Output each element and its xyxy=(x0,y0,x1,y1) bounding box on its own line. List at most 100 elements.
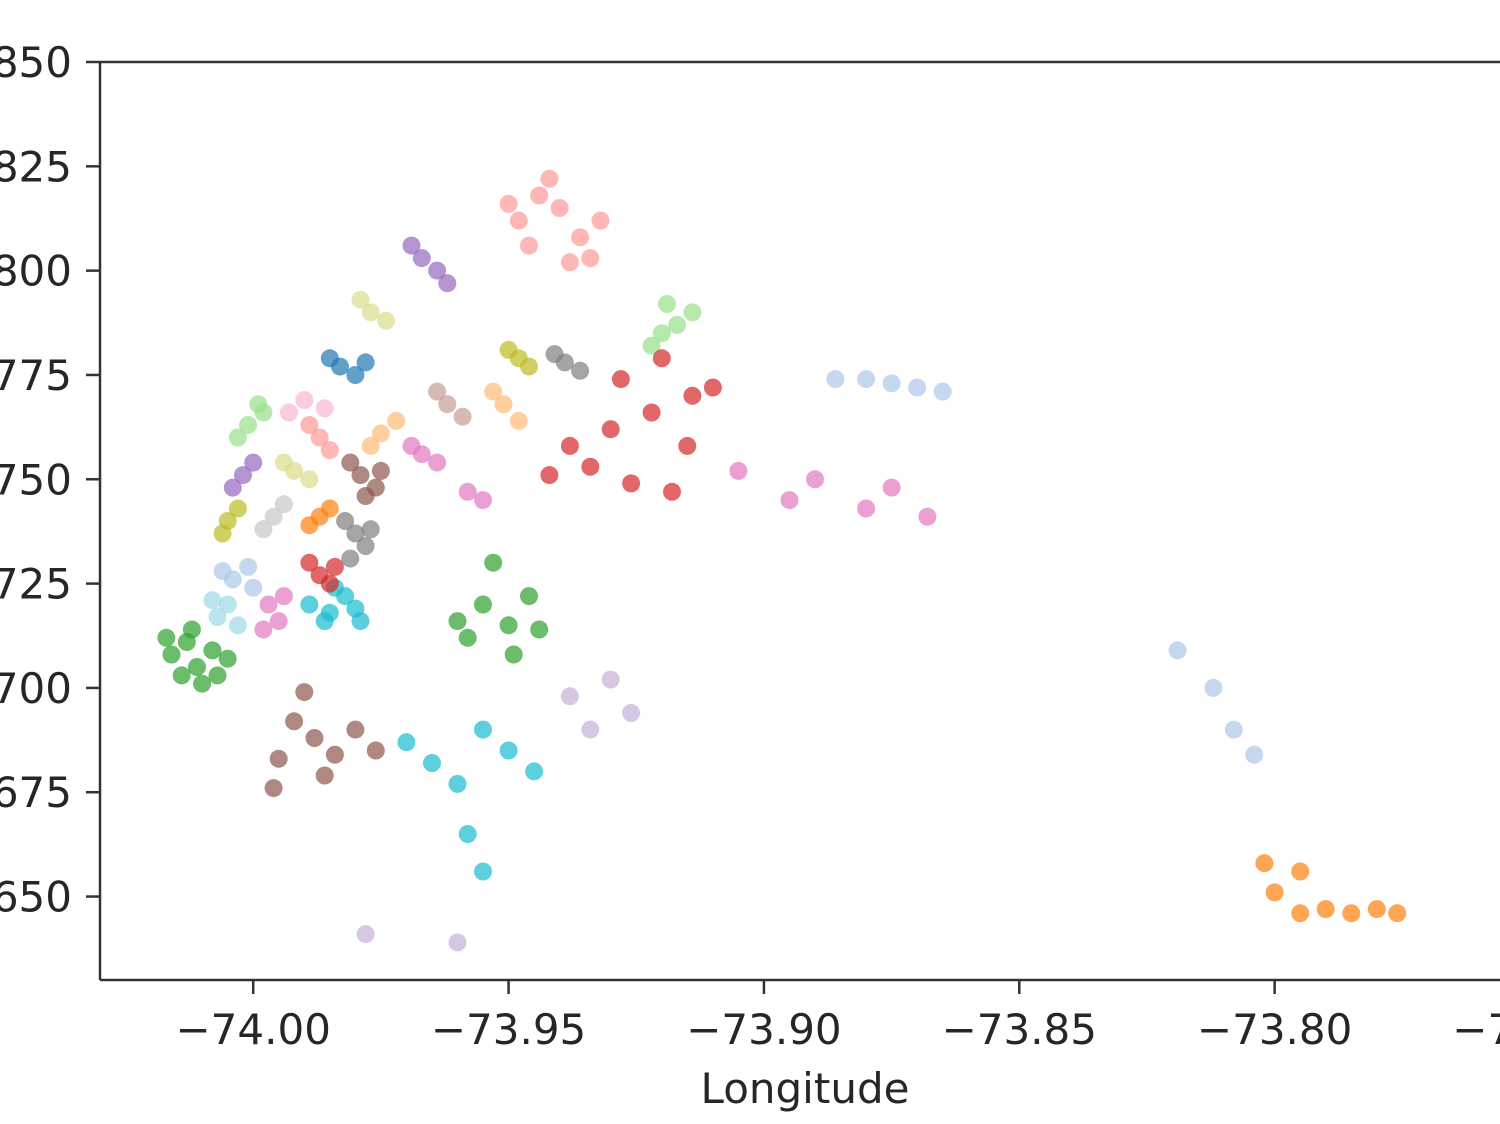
x-tick-label: −73.75 xyxy=(1452,1005,1500,1054)
data-point xyxy=(208,666,227,685)
data-point xyxy=(1224,720,1243,739)
data-point xyxy=(300,595,319,614)
data-point xyxy=(351,290,370,309)
y-ticks: 850 825 800 775 750 725 700 675 650 xyxy=(0,38,100,922)
data-point xyxy=(509,411,528,430)
data-point xyxy=(448,774,467,793)
data-point xyxy=(351,466,370,485)
data-point xyxy=(601,420,620,439)
x-tick-label: −73.85 xyxy=(942,1005,1097,1054)
data-point xyxy=(581,457,600,476)
data-point xyxy=(428,453,447,472)
data-point xyxy=(412,249,431,268)
y-tick-label: 825 xyxy=(0,142,72,191)
data-point xyxy=(188,658,206,676)
data-point xyxy=(1316,900,1335,919)
data-point xyxy=(642,336,661,355)
data-point xyxy=(438,274,457,293)
data-point xyxy=(351,612,370,631)
data-point xyxy=(315,766,334,785)
data-point xyxy=(239,416,258,434)
data-point xyxy=(458,628,477,647)
data-point xyxy=(254,520,273,539)
data-point xyxy=(346,720,365,739)
data-point xyxy=(545,345,564,364)
data-point xyxy=(315,612,334,631)
y-tick-label: 800 xyxy=(0,247,72,296)
x-ticks: −74.00 −73.95 −73.90 −73.85 −73.80 −73.75 xyxy=(175,980,1500,1054)
data-point xyxy=(182,620,201,639)
data-point xyxy=(228,499,247,518)
y-tick-label: 850 xyxy=(0,38,72,87)
data-point xyxy=(300,416,319,434)
data-point xyxy=(806,470,824,489)
data-point xyxy=(520,236,538,255)
data-point xyxy=(239,557,258,576)
data-point xyxy=(371,461,390,480)
data-point xyxy=(540,466,559,485)
data-point xyxy=(356,353,375,372)
data-point xyxy=(520,587,538,606)
data-point xyxy=(223,478,242,497)
data-point xyxy=(402,436,421,455)
data-point xyxy=(663,482,681,501)
data-point xyxy=(494,395,513,414)
data-point xyxy=(325,557,344,576)
data-point xyxy=(474,491,492,510)
y-tick-label: 750 xyxy=(0,455,72,504)
data-point xyxy=(484,553,503,572)
data-point xyxy=(356,925,375,944)
x-tick-label: −74.00 xyxy=(175,1005,330,1054)
data-point xyxy=(581,720,600,739)
data-point xyxy=(933,382,952,401)
data-point xyxy=(371,424,390,443)
data-point xyxy=(218,649,237,668)
data-point xyxy=(361,436,380,455)
data-point xyxy=(474,862,492,881)
data-point xyxy=(1291,862,1310,881)
data-point xyxy=(1342,904,1361,923)
data-point xyxy=(1388,904,1407,923)
data-point xyxy=(1291,904,1310,923)
data-point xyxy=(285,712,304,731)
data-point xyxy=(387,411,406,430)
data-point xyxy=(611,370,630,389)
data-point xyxy=(560,253,579,272)
data-point xyxy=(218,595,237,614)
data-point xyxy=(346,524,365,543)
plot-area xyxy=(100,62,1500,980)
data-point xyxy=(361,303,380,322)
data-point xyxy=(591,211,610,230)
data-point xyxy=(341,453,360,472)
data-point xyxy=(448,612,467,631)
data-point xyxy=(193,674,212,693)
data-point xyxy=(826,370,845,389)
data-point xyxy=(264,507,283,526)
data-point xyxy=(346,366,365,384)
data-point xyxy=(484,382,503,401)
data-point xyxy=(1204,678,1223,697)
data-point xyxy=(581,249,600,268)
data-point xyxy=(438,395,457,414)
data-point xyxy=(244,578,263,597)
data-point xyxy=(320,499,339,518)
data-point xyxy=(280,403,298,422)
data-point xyxy=(560,687,579,706)
y-tick-label: 650 xyxy=(0,873,72,922)
data-point xyxy=(458,482,477,501)
data-point xyxy=(295,683,314,702)
data-point xyxy=(1245,745,1264,764)
data-point xyxy=(428,382,447,401)
data-point xyxy=(499,194,518,213)
data-point xyxy=(397,733,416,752)
data-point xyxy=(254,620,273,639)
data-point xyxy=(325,745,344,764)
data-point xyxy=(274,587,293,606)
data-point xyxy=(642,403,661,422)
data-point xyxy=(336,512,355,530)
data-point xyxy=(162,645,181,664)
data-point xyxy=(525,762,544,781)
data-point xyxy=(499,616,518,635)
y-tick-label: 775 xyxy=(0,351,72,400)
data-point xyxy=(300,553,319,572)
